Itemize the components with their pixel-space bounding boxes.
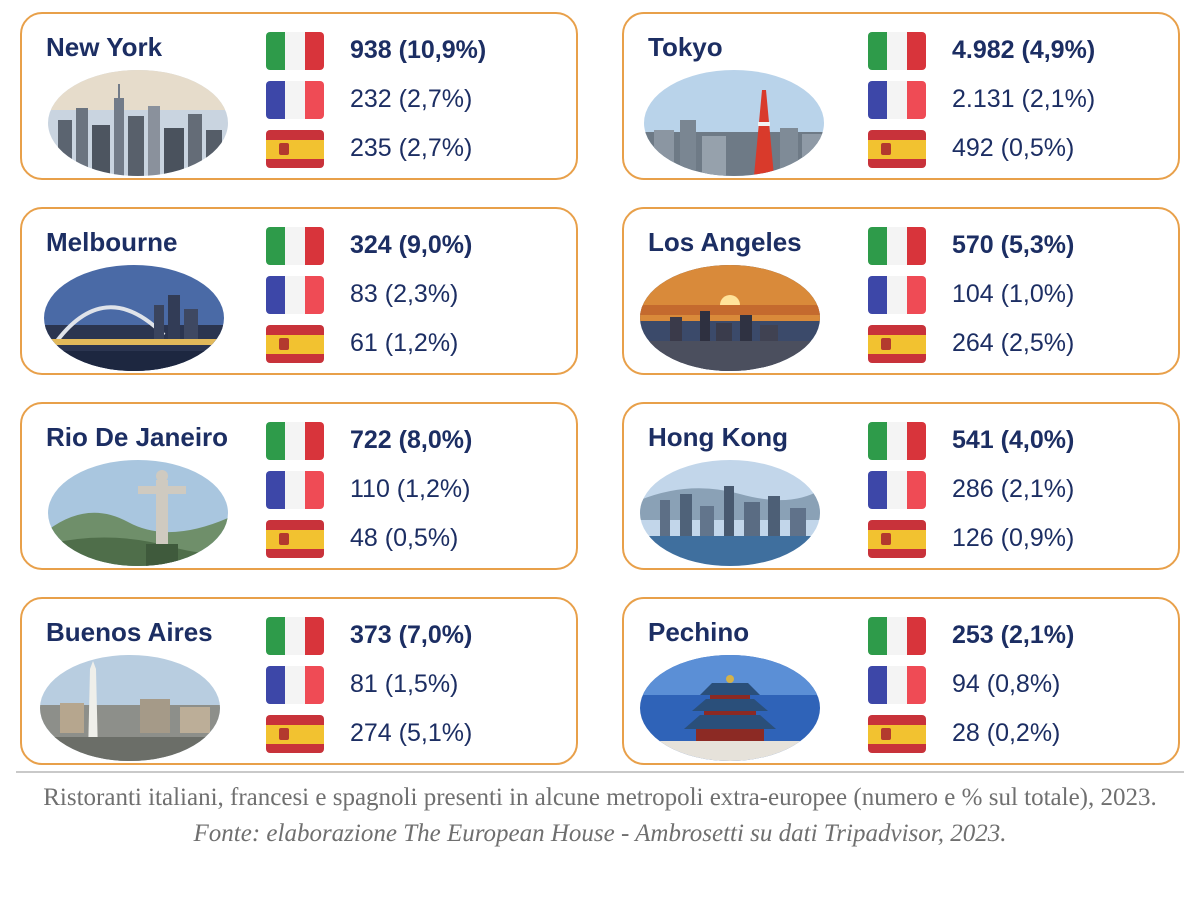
france-value: 104 (1,0%): [952, 280, 1075, 308]
spain-value: 61 (1,2%): [350, 329, 459, 357]
italy-flag-icon: [868, 617, 926, 655]
france-value: 94 (0,8%): [952, 670, 1061, 698]
france-flag-icon: [266, 666, 324, 704]
caption-text: Ristoranti italiani, francesi e spagnoli…: [43, 784, 1157, 811]
italy-flag-icon: [868, 32, 926, 70]
france-flag-icon: [868, 471, 926, 509]
spain-flag-icon: [266, 520, 324, 558]
france-flag-icon: [868, 666, 926, 704]
city-name: New York: [46, 32, 163, 62]
italy-flag-icon: [266, 617, 324, 655]
spain-value: 235 (2,7%): [350, 134, 473, 162]
city-card-hong-kong: Hong Kong 541 (4,0%) 286 (: [622, 402, 1180, 570]
city-card-los-angeles: Los Angeles 570 (5,3%) 104: [622, 207, 1180, 375]
city-photo-tokyo: [644, 70, 824, 176]
city-grid: New York 938 (10,9%): [20, 12, 1180, 765]
spain-flag-icon: [868, 130, 926, 168]
france-flag-icon: [266, 276, 324, 314]
france-value: 2.131 (2,1%): [952, 85, 1096, 113]
italy-flag-icon: [868, 422, 926, 460]
france-flag-icon: [266, 471, 324, 509]
city-card-pechino: Pechino 253 (2,1%) 94 (0,8: [622, 597, 1180, 765]
city-card-rio-de-janeiro: Rio De Janeiro 722 (8,0%) 110 (1,2%): [20, 402, 578, 570]
france-value: 286 (2,1%): [952, 475, 1075, 503]
city-photo-pechino: [640, 655, 820, 761]
italy-value: 570 (5,3%): [952, 231, 1075, 259]
caption-source: Fonte: elaborazione The European House -…: [193, 820, 1007, 847]
italy-value: 324 (9,0%): [350, 231, 473, 259]
city-card-melbourne: Melbourne 324 (9,0%) 83 (2,3%): [20, 207, 578, 375]
italy-value: 722 (8,0%): [350, 426, 473, 454]
france-flag-icon: [266, 81, 324, 119]
france-value: 110 (1,2%): [350, 475, 471, 503]
city-photo-melbourne: [44, 265, 224, 371]
spain-value: 48 (0,5%): [350, 524, 459, 552]
spain-flag-icon: [266, 325, 324, 363]
france-flag-icon: [868, 276, 926, 314]
italy-value: 938 (10,9%): [350, 36, 487, 64]
italy-flag-icon: [266, 422, 324, 460]
spain-value: 492 (0,5%): [952, 134, 1075, 162]
city-photo-hong-kong: [640, 460, 820, 566]
spain-flag-icon: [868, 325, 926, 363]
spain-value: 28 (0,2%): [952, 719, 1061, 747]
city-name: Buenos Aires: [46, 617, 213, 647]
france-value: 83 (2,3%): [350, 280, 459, 308]
city-name: Pechino: [648, 617, 750, 647]
city-name: Tokyo: [648, 32, 723, 62]
spain-value: 264 (2,5%): [952, 329, 1075, 357]
city-photo-los-angeles: [640, 265, 820, 371]
italy-value: 4.982 (4,9%): [952, 36, 1096, 64]
city-card-buenos-aires: Buenos Aires 373 (7,0%) 81 (1,5%): [20, 597, 578, 765]
italy-flag-icon: [266, 32, 324, 70]
city-card-tokyo: Tokyo 4.982 (4,9%) 2.131 (2,1%): [622, 12, 1180, 180]
city-photo-buenos-aires: [40, 655, 220, 761]
italy-flag-icon: [868, 227, 926, 265]
city-card-new-york: New York 938 (10,9%): [20, 12, 578, 180]
caption-divider: [16, 771, 1184, 773]
france-flag-icon: [868, 81, 926, 119]
city-photo-new-york: [48, 70, 228, 176]
city-name: Rio De Janeiro: [46, 422, 229, 452]
france-value: 81 (1,5%): [350, 670, 459, 698]
city-photo-rio-de-janeiro: [48, 460, 228, 566]
spain-flag-icon: [868, 715, 926, 753]
spain-flag-icon: [868, 520, 926, 558]
city-name: Melbourne: [46, 227, 178, 257]
italy-value: 253 (2,1%): [952, 621, 1075, 649]
italy-value: 541 (4,0%): [952, 426, 1075, 454]
france-value: 232 (2,7%): [350, 85, 473, 113]
figure-caption: Ristoranti italiani, francesi e spagnoli…: [20, 780, 1180, 852]
city-name: Hong Kong: [648, 422, 789, 452]
spain-value: 126 (0,9%): [952, 524, 1075, 552]
spain-flag-icon: [266, 130, 324, 168]
spain-value: 274 (5,1%): [350, 719, 473, 747]
italy-flag-icon: [266, 227, 324, 265]
city-name: Los Angeles: [648, 227, 802, 257]
spain-flag-icon: [266, 715, 324, 753]
italy-value: 373 (7,0%): [350, 621, 473, 649]
